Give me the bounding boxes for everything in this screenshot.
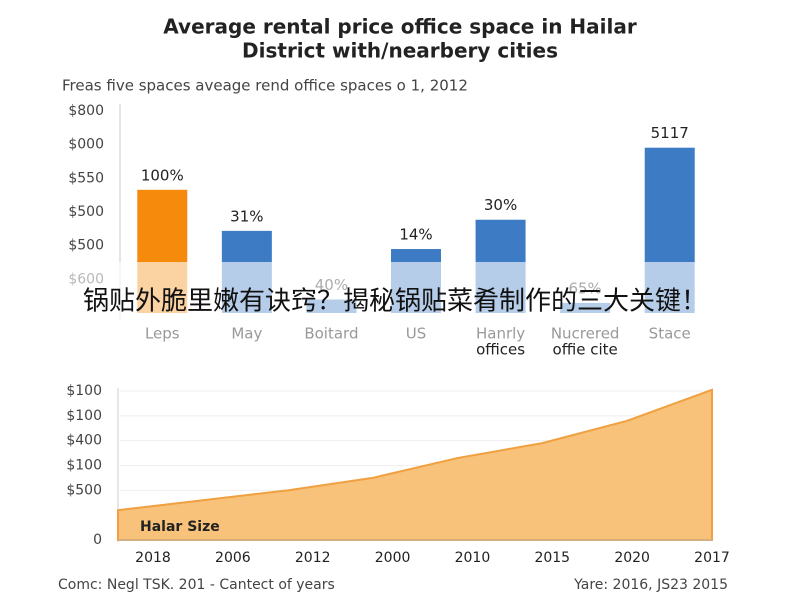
chart-title: Average rental price office space in Hai… [163,15,637,39]
x-tick-label: Hanrly [476,325,525,343]
y-tick-label: 0 [93,532,102,548]
x-tick-label: Stace [649,325,691,343]
data-label: 5117 [651,124,689,142]
x-tick-label: Boitard [304,325,358,343]
x-tick-label: US [406,325,427,343]
y-tick-label: $500 [68,204,104,220]
x-tick-label: 2020 [614,550,650,566]
overlay-band [0,262,800,320]
overlay-text: 锅贴外脆里嫩有诀窍？揭秘锅贴菜肴制作的三大关键！ [83,287,707,317]
x-tick-label: 2017 [694,550,730,566]
x-tick-label: Nucrered [551,325,620,343]
footer-right: Yare: 2016, JS23 2015 [573,577,728,593]
y-tick-label: $100 [66,458,102,474]
y-tick-label: $100 [66,383,102,399]
data-label: 14% [399,226,432,244]
x-tick-label: 2018 [135,550,171,566]
x-tick-label: 2010 [455,550,491,566]
y-tick-label: $100 [66,408,102,424]
footer-left: Comc: Negl TSK. 201 - Cantect of years [58,577,335,593]
x-tick-label: offie cite [553,341,618,359]
x-tick-label: 2012 [295,550,331,566]
area [117,388,713,541]
chart-subtitle: Freas five spaces aveage rend office spa… [62,77,468,95]
data-label: 30% [484,196,517,214]
chart-title: District with/nearbery cities [242,39,558,63]
x-tick-label: 2000 [375,550,411,566]
y-tick-label: $800 [68,103,104,119]
x-tick-label: May [231,325,262,343]
y-tick-label: $000 [68,137,104,153]
data-label: 100% [141,166,184,184]
y-tick-label: $400 [66,433,102,449]
y-tick-label: $500 [66,482,102,498]
y-tick-label: $550 [68,170,104,186]
y-tick-label: $500 [68,238,104,254]
x-tick-label: Leps [145,325,180,343]
x-tick-label: 2006 [215,550,251,566]
legend-label: Halar Size [140,519,220,535]
data-label: 31% [230,207,263,225]
x-tick-label: offices [476,341,525,359]
x-tick-label: 2015 [534,550,570,566]
